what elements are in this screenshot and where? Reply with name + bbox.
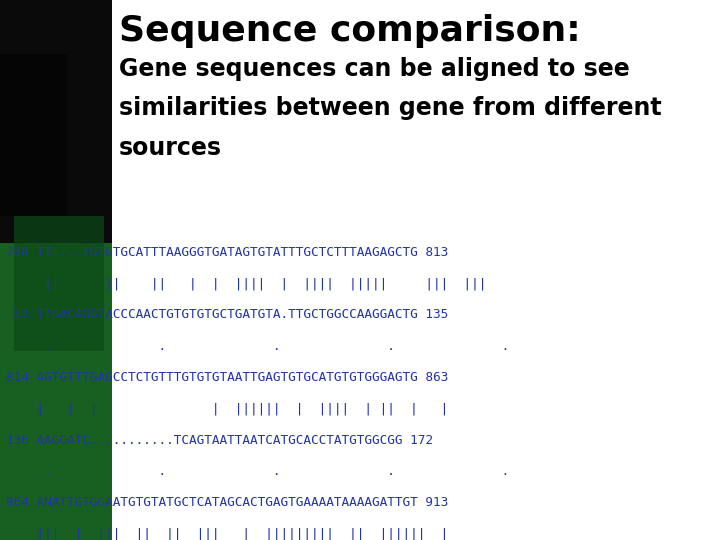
Text: ||      ||    ||   |  |  ||||  |  ||||  |||||     |||  |||: || || || | | |||| | |||| ||||| ||| |||: [6, 277, 486, 290]
Text: 864 ANATTGTGGAATGTGTATGCTCATAGCACTGAGTGAAAATAAAAGATTGT 913: 864 ANATTGTGGAATGTGTATGCTCATAGCACTGAGTGA…: [6, 496, 448, 509]
Text: Gene sequences can be aligned to see: Gene sequences can be aligned to see: [119, 57, 629, 80]
Text: 87 TTGACAGGTACCCAACTGTGTGTGCTGATGTA.TTGCTGGCCAAGGACTG 135: 87 TTGACAGGTACCCAACTGTGTGTGCTGATGTA.TTGC…: [6, 308, 448, 321]
Text: 814 AGTGTTTGAGCCTCTGTTTGTGTGTAATTGAGTGTGCATGTGTGGGAGTG 863: 814 AGTGTTTGAGCCTCTGTTTGTGTGTAATTGAGTGTG…: [6, 371, 448, 384]
Text: .              .              .              .              .: . . . . .: [6, 465, 509, 478]
Text: 136 AAGGATC...........TCAGTAATTAATCATGCACCTATGTGGCGG 172: 136 AAGGATC...........TCAGTAATTAATCATGCA…: [6, 434, 433, 447]
Text: similarities between gene from different: similarities between gene from different: [119, 96, 662, 120]
Bar: [14, 216, 104, 351]
Text: Sequence comparison:: Sequence comparison:: [119, 14, 580, 48]
Bar: [0, 54, 67, 216]
Bar: [0, 243, 112, 540]
Text: 768 TT....TGTGTGCATTTAAGGGTGATAGTGTATTTGCTCTTTAAGAGCTG 813: 768 TT....TGTGTGCATTTAAGGGTGATAGTGTATTTG…: [6, 246, 448, 259]
Text: sources: sources: [119, 136, 222, 159]
Bar: [0, 0, 112, 243]
Bar: [0, 0, 112, 540]
Text: .              .              .              .              .: . . . . .: [6, 340, 509, 353]
Text: |   |  |               |  ||||||  |  ||||  | ||  |   |: | | | | |||||| | |||| | || | |: [6, 402, 448, 415]
Text: |||  |  |||  ||  ||  |||   |  |||||||||  ||  ||||||  |: ||| | ||| || || ||| | ||||||||| || |||||…: [6, 528, 448, 540]
